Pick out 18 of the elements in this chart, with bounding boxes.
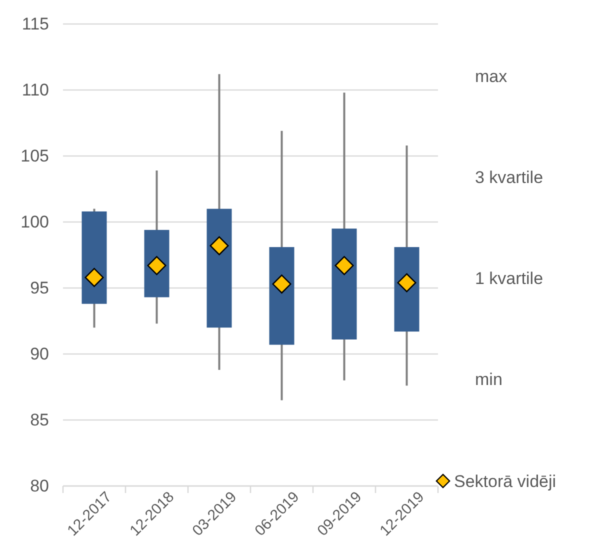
point xyxy=(334,256,354,276)
point xyxy=(84,268,104,287)
text: 3 kvartile xyxy=(475,168,544,187)
y-tick-label: 95 xyxy=(30,278,49,298)
legend-label: Sektorā vidēji xyxy=(454,472,556,491)
y-tick-label: 115 xyxy=(22,14,49,34)
y-tick-label: 110 xyxy=(22,80,49,100)
y-tick-label: 100 xyxy=(20,212,49,232)
text: min xyxy=(475,370,502,389)
text: 1 kvartile xyxy=(475,269,544,288)
y-tick-label: 105 xyxy=(20,146,49,166)
point xyxy=(210,236,229,256)
point xyxy=(272,274,292,294)
y-tick-label: 90 xyxy=(30,344,49,364)
y-tick-label: 85 xyxy=(30,410,49,430)
y-tick-label: 80 xyxy=(30,476,49,496)
point xyxy=(397,273,416,292)
text: max xyxy=(475,67,508,86)
